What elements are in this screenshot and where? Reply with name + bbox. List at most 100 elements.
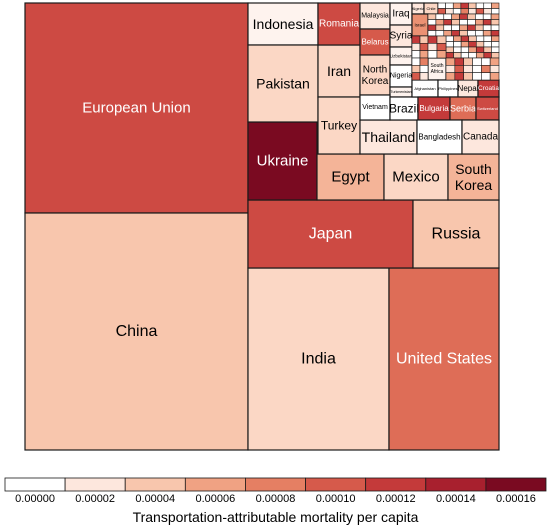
- tile-pakistan: [247, 44, 319, 123]
- mini-tile: [475, 2, 485, 9]
- colorbar-segment: [365, 477, 427, 492]
- mini-tile: [445, 72, 456, 81]
- mini-tile: [491, 35, 500, 42]
- tile-label-japan: Japan: [309, 226, 353, 243]
- mini-tile: [443, 13, 452, 20]
- tile-label-thailand: Thailand: [362, 129, 416, 145]
- mini-tile: [445, 35, 454, 42]
- tile-label-philippines: Philippines: [438, 86, 457, 91]
- mini-tile: [491, 2, 500, 9]
- colorbar-segment: [245, 477, 306, 492]
- mini-tile: [483, 35, 492, 42]
- tile-label-south-africa: South Africa: [430, 63, 443, 75]
- mini-tile: [427, 19, 437, 26]
- mini-tile: [445, 52, 454, 59]
- mini-tile: [419, 35, 429, 44]
- mini-tile: [475, 8, 485, 15]
- mini-tile: [459, 19, 468, 26]
- mini-tile: [490, 24, 500, 31]
- tile-south-korea: [447, 153, 500, 201]
- mini-tile: [472, 65, 482, 73]
- tile-romania: [317, 2, 361, 46]
- mini-tile: [427, 13, 437, 20]
- mini-tile: [419, 43, 429, 51]
- tile-mexico: [383, 153, 449, 201]
- tile-label-north-korea: North Korea: [362, 64, 389, 87]
- mini-tile: [445, 41, 454, 48]
- mini-tile: [427, 30, 437, 37]
- mini-tile: [490, 13, 500, 20]
- tile-label-united-states: United States: [396, 351, 492, 368]
- mini-tile: [475, 19, 484, 26]
- colorbar-segment: [4, 477, 66, 492]
- mini-tile: [459, 30, 468, 37]
- mini-tile: [475, 41, 485, 48]
- mini-tile: [451, 30, 460, 37]
- colorbar-tick-label: 0.00008: [256, 493, 296, 505]
- mini-tile: [411, 35, 421, 44]
- mini-tile: [460, 41, 470, 48]
- tile-canada: [461, 119, 500, 155]
- tile-label-mexico: Mexico: [392, 169, 440, 186]
- mini-tile: [483, 52, 492, 59]
- tile-label-bulgaria: Bulgaria: [419, 104, 449, 113]
- colorbar-segment: [64, 477, 126, 492]
- mini-tile: [481, 65, 491, 73]
- mini-tile: [419, 72, 429, 81]
- mini-tile: [445, 57, 456, 66]
- tile-label-south-korea: South Korea: [455, 161, 493, 193]
- mini-tile: [472, 72, 482, 81]
- mini-tile: [411, 43, 421, 51]
- tile-label-malaysia: Malaysia: [361, 13, 389, 20]
- tile-label-egypt: Egypt: [331, 169, 370, 186]
- mini-tile: [419, 65, 429, 73]
- tile-label-turkey: Turkey: [321, 119, 357, 133]
- mini-tile: [436, 43, 447, 51]
- tile-label-croatia: Croatia: [478, 85, 499, 92]
- tile-label-turkmenistan: Turkmenistan: [390, 90, 411, 94]
- colorbar-tick-label: 0.00004: [135, 493, 175, 505]
- mini-tile: [435, 19, 445, 26]
- mini-tile: [453, 41, 462, 48]
- mini-tile: [452, 8, 462, 15]
- mini-tile: [435, 13, 445, 20]
- mini-tile: [482, 13, 492, 20]
- mini-tile: [459, 13, 468, 20]
- mini-tile: [445, 8, 454, 15]
- mini-tile: [490, 19, 500, 26]
- mini-tile: [468, 46, 477, 53]
- mini-tile: [454, 72, 464, 81]
- mini-tile: [453, 52, 462, 59]
- mini-tile: [467, 13, 476, 20]
- tile-label-vietnam: Vietnam: [362, 104, 388, 111]
- mini-tile: [460, 52, 470, 59]
- mini-tile: [452, 2, 462, 9]
- mini-tile: [445, 65, 456, 73]
- mini-tile: [475, 30, 484, 37]
- mini-tile: [467, 30, 476, 37]
- mini-tile: [427, 24, 437, 31]
- mini-tile: [490, 30, 500, 37]
- mini-tile: [445, 46, 454, 53]
- colorbar-segment: [305, 477, 367, 492]
- mini-tile: [475, 35, 485, 42]
- mini-tile: [451, 24, 460, 31]
- colorbar-tick-label: 0.00002: [75, 493, 115, 505]
- mini-tile: [489, 72, 500, 81]
- mini-tile: [468, 8, 477, 15]
- tile-label-afghanistan: Afghanistan: [414, 86, 435, 91]
- mini-tile: [436, 35, 447, 44]
- mini-tile: [451, 19, 460, 26]
- mini-tile: [411, 50, 421, 59]
- mini-tile: [453, 35, 462, 42]
- tile-thailand: [359, 119, 418, 155]
- small-country-mosaic: [411, 2, 500, 81]
- mini-tile: [463, 57, 473, 66]
- mini-tile: [460, 8, 469, 15]
- tile-label-belarus: Belarus: [361, 38, 388, 47]
- mini-tile: [459, 24, 468, 31]
- mini-tile: [467, 19, 476, 26]
- tile-label-algeria: Algeria: [412, 6, 425, 11]
- tile-label-romania: Romania: [319, 19, 359, 30]
- tile-label-european-union: European Union: [82, 100, 190, 117]
